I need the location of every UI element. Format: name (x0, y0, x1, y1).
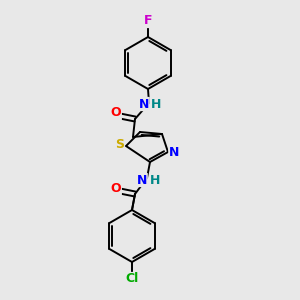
Text: F: F (144, 14, 152, 28)
Text: H: H (150, 173, 160, 187)
Text: H: H (151, 98, 161, 110)
Text: Cl: Cl (125, 272, 139, 286)
Text: N: N (139, 98, 149, 110)
Text: O: O (111, 182, 121, 194)
Text: S: S (116, 139, 124, 152)
Text: N: N (169, 146, 179, 158)
Text: N: N (137, 173, 147, 187)
Text: O: O (111, 106, 121, 119)
